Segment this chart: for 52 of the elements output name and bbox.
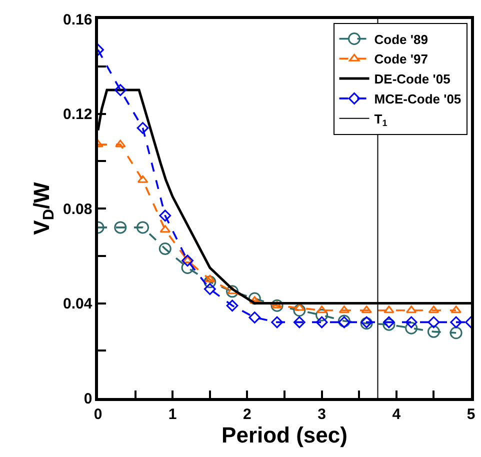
y-tick-label: 0.04 — [63, 296, 93, 312]
point — [226, 300, 238, 312]
x-tick-label: 2 — [243, 406, 252, 423]
point — [181, 261, 194, 274]
x-tick-label: 3 — [318, 406, 326, 423]
point — [450, 326, 462, 340]
point — [427, 325, 440, 338]
point — [115, 140, 126, 148]
legend-label: DE-Code '05 — [374, 72, 450, 87]
point — [114, 221, 127, 234]
point — [159, 210, 172, 222]
x-axis-title: Period (sec) — [222, 422, 348, 448]
point — [316, 316, 328, 328]
point — [384, 306, 394, 314]
y-tick-label: 0.16 — [63, 11, 92, 28]
point — [204, 274, 216, 282]
point — [204, 276, 216, 288]
y-tick-label: 0.08 — [63, 200, 92, 218]
legend-label: MCE-Code '05 — [374, 92, 462, 107]
point — [272, 300, 282, 308]
point — [136, 122, 149, 134]
point — [316, 308, 328, 322]
point — [450, 306, 462, 314]
point — [226, 285, 239, 298]
point — [294, 303, 305, 311]
x-tick-label: 5 — [466, 406, 476, 423]
point — [136, 221, 150, 234]
point — [270, 299, 284, 312]
point — [361, 306, 372, 314]
point — [405, 316, 418, 328]
point — [204, 283, 216, 295]
point — [182, 256, 193, 264]
point — [248, 292, 261, 305]
point — [158, 242, 172, 256]
point — [271, 316, 283, 328]
point — [293, 304, 306, 317]
point — [182, 254, 194, 267]
point — [114, 84, 126, 96]
x-tick-label: 1 — [168, 406, 177, 423]
legend-label: Code '89 — [374, 32, 428, 47]
point — [293, 316, 306, 328]
y-tick-label: 0.12 — [63, 106, 92, 123]
point — [382, 316, 395, 328]
ref-line-label: T$_{1}$ — [374, 111, 388, 128]
point — [248, 312, 261, 324]
point — [450, 316, 462, 328]
legend-label: Code '97 — [374, 52, 428, 67]
y-tick-label: 0 — [84, 390, 92, 408]
point — [382, 318, 396, 331]
point — [405, 322, 418, 334]
x-tick-label: 4 — [392, 406, 402, 423]
point — [428, 316, 440, 328]
